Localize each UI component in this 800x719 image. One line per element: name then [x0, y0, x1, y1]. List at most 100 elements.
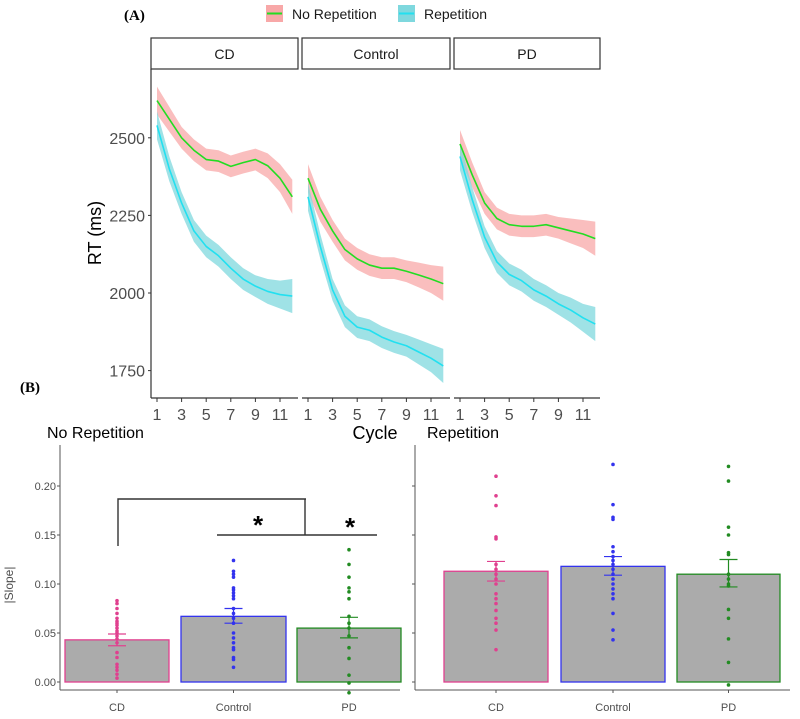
facet-title-repetition: Repetition — [427, 425, 499, 442]
data-point-pd — [347, 673, 351, 677]
data-point-cd — [115, 598, 119, 603]
data-point-cd — [494, 503, 498, 508]
data-point-control — [611, 544, 615, 549]
y-tick-label: 2250 — [109, 208, 145, 225]
data-point-cd — [115, 623, 119, 627]
series-line-repetition — [459, 156, 596, 325]
data-point-control — [231, 631, 236, 635]
significance-brackets: * * — [117, 498, 377, 546]
data-point-pd — [347, 586, 351, 590]
series-line-no-repetition — [307, 177, 444, 285]
y-tick-label: 0.00 — [35, 677, 56, 689]
data-point-pd — [726, 479, 731, 483]
data-point-pd — [347, 590, 351, 594]
x-tick-label: 5 — [202, 407, 211, 424]
data-point-control — [231, 569, 236, 574]
data-point-control — [611, 611, 615, 616]
data-point-control — [231, 558, 236, 563]
data-point-control — [231, 591, 236, 595]
data-point-pd — [726, 616, 731, 621]
data-point-pd — [726, 637, 731, 641]
x-tick-label: PD — [341, 702, 356, 714]
data-point-cd — [115, 662, 119, 667]
data-point-pd — [726, 533, 731, 537]
x-tick-label: 5 — [505, 407, 514, 424]
data-point-cd — [494, 616, 498, 621]
legend-label-repetition: Repetition — [424, 6, 487, 22]
data-point-cd — [115, 626, 119, 630]
x-tick-label: 5 — [353, 407, 362, 424]
facet-strip-pd — [453, 37, 601, 70]
x-tick-label: 7 — [377, 407, 386, 424]
data-point-pd — [726, 660, 731, 665]
x-tick-label: 1 — [456, 407, 465, 424]
data-point-control — [231, 647, 236, 652]
x-tick-label: 9 — [554, 407, 563, 424]
panel-b-label: (B) — [20, 380, 40, 396]
x-tick-label: Control — [595, 702, 630, 714]
data-point-control — [231, 636, 236, 640]
data-point-control — [611, 638, 615, 642]
facet-strip-label: CD — [214, 46, 234, 62]
data-point-pd — [347, 645, 351, 650]
data-point-pd — [347, 562, 351, 567]
panel-a-x-axis-title: Cycle — [352, 423, 397, 443]
panel-b-y-axis-title: |Slope| — [2, 567, 16, 604]
x-tick-label: 11 — [423, 407, 440, 424]
x-tick-label: Control — [216, 702, 251, 714]
x-tick-label: CD — [488, 702, 504, 714]
data-point-cd — [494, 601, 498, 606]
data-point-control — [231, 593, 236, 598]
x-tick-label: 11 — [272, 407, 289, 424]
significance-star: * — [345, 512, 356, 542]
data-point-pd — [347, 681, 351, 685]
data-point-cd — [115, 606, 119, 611]
data-point-pd — [726, 464, 731, 469]
data-point-cd — [494, 537, 498, 541]
data-point-control — [611, 517, 615, 522]
data-point-control — [231, 572, 236, 576]
data-point-pd — [347, 656, 351, 661]
data-point-pd — [347, 690, 351, 695]
y-tick-label: 0.15 — [35, 530, 56, 542]
data-point-control — [231, 588, 236, 592]
data-point-cd — [494, 494, 498, 498]
series-line-no-repetition — [156, 100, 293, 198]
data-point-control — [231, 665, 236, 670]
ci-band-no-repetition — [157, 86, 293, 214]
series-line-repetition — [156, 125, 293, 297]
data-point-cd — [494, 596, 498, 601]
data-point-cd — [115, 665, 119, 670]
data-point-control — [231, 641, 236, 645]
data-point-control — [611, 549, 615, 554]
facet-strip-label: Control — [353, 46, 398, 62]
data-point-control — [611, 628, 615, 632]
data-point-cd — [494, 592, 498, 596]
x-tick-label: 11 — [575, 407, 592, 424]
y-tick-label: 0.05 — [35, 628, 56, 640]
data-point-cd — [115, 672, 119, 676]
y-tick-label: 0.10 — [35, 579, 56, 591]
data-point-control — [611, 587, 615, 591]
ci-band-repetition — [308, 182, 444, 384]
y-tick-label: 2000 — [109, 286, 145, 303]
data-point-cd — [494, 621, 498, 625]
bar-cd — [64, 639, 170, 683]
data-point-control — [231, 596, 236, 601]
data-point-cd — [115, 676, 119, 680]
panel-a-label: (A) — [124, 8, 145, 24]
data-point-pd — [347, 575, 351, 579]
data-point-pd — [726, 607, 731, 612]
data-point-pd — [347, 547, 351, 552]
bar-cd — [443, 570, 549, 683]
data-point-pd — [726, 552, 731, 557]
data-point-control — [231, 575, 236, 579]
x-tick-label: 3 — [177, 407, 186, 424]
data-point-pd — [347, 596, 351, 601]
x-tick-label: 3 — [480, 407, 489, 424]
facet-strip-control — [301, 37, 451, 70]
facet-strip-cd — [150, 37, 299, 70]
